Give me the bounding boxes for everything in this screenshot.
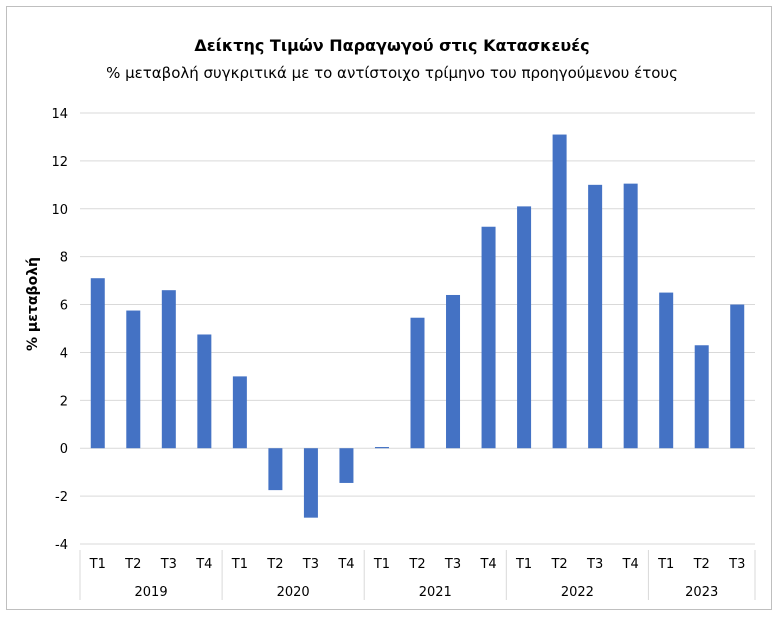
- bar: [659, 292, 674, 449]
- bar: [232, 376, 247, 449]
- x-tick-label: Τ2: [693, 557, 710, 572]
- bar: [410, 317, 425, 449]
- x-group-label: 2019: [135, 585, 168, 600]
- x-tick-label: Τ1: [657, 557, 674, 572]
- bar: [197, 334, 212, 449]
- bar: [126, 310, 141, 449]
- x-group-label: 2023: [685, 585, 718, 600]
- x-tick-label: Τ2: [124, 557, 141, 572]
- bar: [374, 447, 389, 449]
- bar: [303, 448, 318, 518]
- x-tick-label: Τ4: [195, 557, 212, 572]
- y-axis-label: % μεταβολή: [25, 257, 41, 351]
- x-tick-label: Τ1: [515, 557, 532, 572]
- y-tick-label: 10: [51, 203, 68, 218]
- x-tick-label: Τ1: [373, 557, 390, 572]
- x-tick-label: Τ4: [622, 557, 639, 572]
- bar: [623, 183, 638, 449]
- y-tick-label: 12: [51, 155, 68, 170]
- x-tick-label: Τ1: [89, 557, 106, 572]
- bar: [588, 184, 603, 449]
- y-tick-label: 6: [60, 299, 68, 314]
- x-tick-label: Τ3: [728, 557, 745, 572]
- x-tick-label: Τ4: [337, 557, 354, 572]
- x-tick-label: Τ2: [266, 557, 283, 572]
- chart-subtitle: % μεταβολή συγκριτικά με το αντίστοιχο τ…: [106, 64, 678, 82]
- y-tick-label: 14: [51, 107, 68, 122]
- x-tick-label: Τ2: [550, 557, 567, 572]
- x-tick-label: Τ3: [444, 557, 461, 572]
- y-tick-label: 2: [60, 394, 68, 409]
- bar: [268, 448, 283, 491]
- y-tick-label: 0: [60, 442, 68, 457]
- x-tick-label: Τ3: [160, 557, 177, 572]
- chart-frame: [6, 6, 772, 610]
- bar: [90, 278, 105, 449]
- bar: [446, 294, 461, 449]
- x-tick-label: Τ2: [408, 557, 425, 572]
- bar: [517, 206, 532, 449]
- y-tick-label: -2: [55, 490, 68, 505]
- y-tick-label: 8: [60, 251, 68, 266]
- x-group-label: 2022: [561, 585, 594, 600]
- x-group-label: 2021: [419, 585, 452, 600]
- x-tick-label: Τ4: [479, 557, 496, 572]
- y-tick-label: -4: [55, 538, 68, 553]
- bar: [694, 345, 709, 449]
- bar: [730, 304, 745, 449]
- bar: [339, 448, 354, 483]
- bar: [552, 134, 567, 449]
- x-tick-label: Τ3: [302, 557, 319, 572]
- x-tick-label: Τ1: [231, 557, 248, 572]
- x-group-label: 2020: [277, 585, 310, 600]
- chart-title: Δείκτης Τιμών Παραγωγού στις Κατασκευές: [194, 36, 590, 55]
- bar: [161, 290, 176, 449]
- x-tick-label: Τ3: [586, 557, 603, 572]
- bar: [481, 226, 496, 449]
- y-tick-label: 4: [60, 346, 68, 361]
